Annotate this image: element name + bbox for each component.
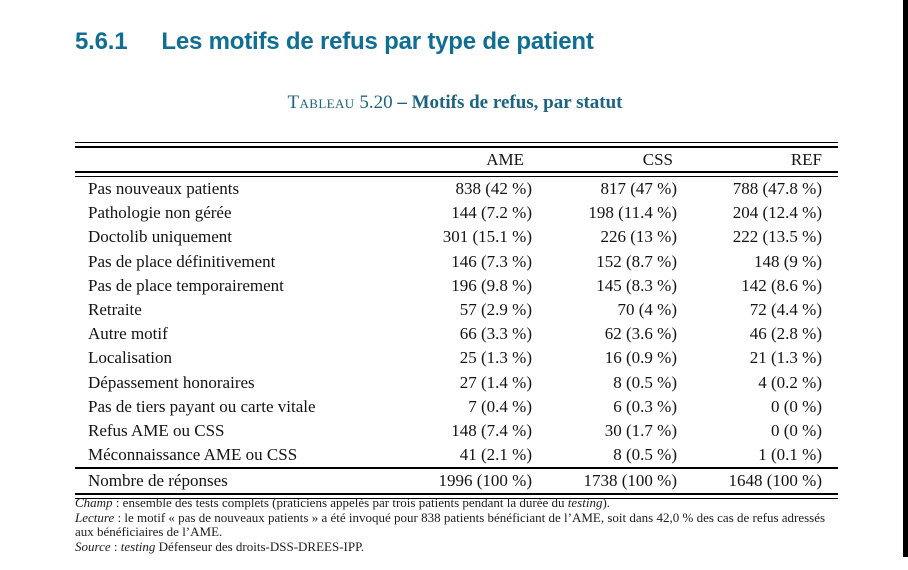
caption-label: Tableau [287, 92, 355, 113]
table-row: Pas de place temporairement 196 (9.8 %) … [75, 274, 838, 298]
row-css-value: 817 (47 %) [600, 179, 677, 199]
table-row: Doctolib uniquement 301 (15.1 %) 226 (13… [75, 225, 838, 249]
header-col-css: CSS [642, 149, 673, 169]
scan-edge-bar [903, 0, 908, 557]
row-ref-value: 142 (8.6 %) [741, 275, 822, 295]
row-css-value: 8 (0.5 %) [613, 445, 677, 465]
total-css: 1738 (100 %) [583, 471, 677, 491]
row-ame-value: 66 (3.3 %) [459, 324, 532, 344]
row-css-value: 152 (8.7 %) [596, 251, 677, 271]
table-total-rule [75, 467, 838, 470]
row-ref-value: 0 (0 %) [771, 420, 822, 440]
row-ref-value: 4 (0.2 %) [758, 372, 822, 392]
row-css-value: 30 (1.7 %) [604, 420, 677, 440]
row-css-value: 16 (0.9 %) [604, 348, 677, 368]
row-label: Localisation [88, 348, 173, 368]
row-css-value: 8 (0.5 %) [613, 372, 677, 392]
table-row: Dépassement honoraires 27 (1.4 %) 8 (0.5… [75, 371, 838, 395]
table-row: Pathologie non gérée 144 (7.2 %) 198 (11… [75, 201, 838, 225]
row-label: Méconnaissance AME ou CSS [88, 445, 298, 465]
table-body: Pas nouveaux patients 838 (42 %) 817 (47… [75, 177, 838, 467]
caption-title: Motifs de refus, par statut [411, 92, 623, 113]
table-note: Source : testing Défenseur des droits-DS… [75, 538, 365, 554]
table-note: Champ : ensemble des tests complets (pra… [75, 495, 611, 510]
row-css-value: 70 (4 %) [617, 300, 677, 320]
row-ame-value: 57 (2.9 %) [459, 300, 532, 320]
table-bottom-rule [75, 493, 838, 500]
row-label: Pathologie non gérée [88, 203, 232, 223]
table-notes: Champ : ensemble des tests complets (pra… [75, 495, 847, 554]
total-ref: 1648 (100 %) [728, 471, 822, 491]
row-ref-value: 788 (47.8 %) [732, 179, 822, 199]
row-css-value: 62 (3.6 %) [604, 324, 677, 344]
row-ame-value: 7 (0.4 %) [468, 396, 532, 416]
row-ref-value: 46 (2.8 %) [749, 324, 822, 344]
row-label: Dépassement honoraires [88, 372, 255, 392]
row-ref-value: 1 (0.1 %) [758, 445, 822, 465]
row-label: Retraite [88, 300, 142, 320]
row-label: Pas nouveaux patients [88, 179, 240, 199]
row-css-value: 198 (11.4 %) [588, 203, 677, 223]
row-label: Autre motif [88, 324, 168, 344]
row-ame-value: 146 (7.3 %) [451, 251, 532, 271]
row-ref-value: 72 (4.4 %) [749, 300, 822, 320]
total-label: Nombre de réponses [88, 471, 228, 491]
table-row: Autre motif 66 (3.3 %) 62 (3.6 %) 46 (2.… [75, 322, 838, 346]
caption-dash: – [397, 92, 407, 113]
table-row: Méconnaissance AME ou CSS 41 (2.1 %) 8 (… [75, 443, 838, 467]
table-row: Refus AME ou CSS 148 (7.4 %) 30 (1.7 %) … [75, 419, 838, 443]
table-header-rule [75, 171, 838, 177]
row-ame-value: 196 (9.8 %) [451, 275, 532, 295]
table-row: Localisation 25 (1.3 %) 16 (0.9 %) 21 (1… [75, 346, 838, 370]
table-row: Pas de place définitivement 146 (7.3 %) … [75, 250, 838, 274]
section-number: 5.6.1 [75, 28, 128, 55]
section-title: Les motifs de refus par type de patient [161, 28, 594, 55]
table-row: Pas nouveaux patients 838 (42 %) 817 (47… [75, 177, 838, 201]
row-label: Pas de place définitivement [88, 251, 276, 271]
row-label: Pas de place temporairement [88, 275, 284, 295]
table-note: Lecture : le motif « pas de nouveaux pat… [75, 509, 826, 540]
header-col-ref: REF [790, 149, 822, 169]
total-ame: 1996 (100 %) [438, 471, 532, 491]
row-ame-value: 838 (42 %) [455, 179, 532, 199]
row-ame-value: 25 (1.3 %) [459, 348, 532, 368]
row-css-value: 145 (8.3 %) [596, 275, 677, 295]
row-css-value: 226 (13 %) [600, 227, 677, 247]
row-label: Pas de tiers payant ou carte vitale [88, 396, 316, 416]
table-row: Pas de tiers payant ou carte vitale 7 (0… [75, 395, 838, 419]
row-ref-value: 148 (9 %) [754, 251, 822, 271]
row-css-value: 6 (0.3 %) [613, 396, 677, 416]
row-ref-value: 0 (0 %) [771, 396, 822, 416]
row-ref-value: 222 (13.5 %) [732, 227, 822, 247]
row-label: Refus AME ou CSS [88, 420, 225, 440]
section-heading: 5.6.1 Les motifs de refus par type de pa… [75, 28, 594, 56]
row-ame-value: 301 (15.1 %) [442, 227, 532, 247]
row-label: Doctolib uniquement [88, 227, 233, 247]
table-caption: Tableau 5.20 – Motifs de refus, par stat… [72, 92, 838, 114]
table-header-row: AME CSS REF [75, 148, 838, 171]
table-top-rule [75, 142, 838, 148]
row-ame-value: 144 (7.2 %) [451, 203, 532, 223]
caption-number: 5.20 [359, 92, 393, 113]
data-table: AME CSS REF Pas nouveaux patients 838 (4… [75, 142, 838, 500]
row-ame-value: 27 (1.4 %) [459, 372, 532, 392]
row-ame-value: 148 (7.4 %) [451, 420, 532, 440]
table-total-row: Nombre de réponses 1996 (100 %) 1738 (10… [75, 469, 838, 493]
row-ame-value: 41 (2.1 %) [459, 445, 532, 465]
row-ref-value: 204 (12.4 %) [732, 203, 822, 223]
row-ref-value: 21 (1.3 %) [749, 348, 822, 368]
header-col-ame: AME [486, 149, 524, 169]
table-row: Retraite 57 (2.9 %) 70 (4 %) 72 (4.4 %) [75, 298, 838, 322]
